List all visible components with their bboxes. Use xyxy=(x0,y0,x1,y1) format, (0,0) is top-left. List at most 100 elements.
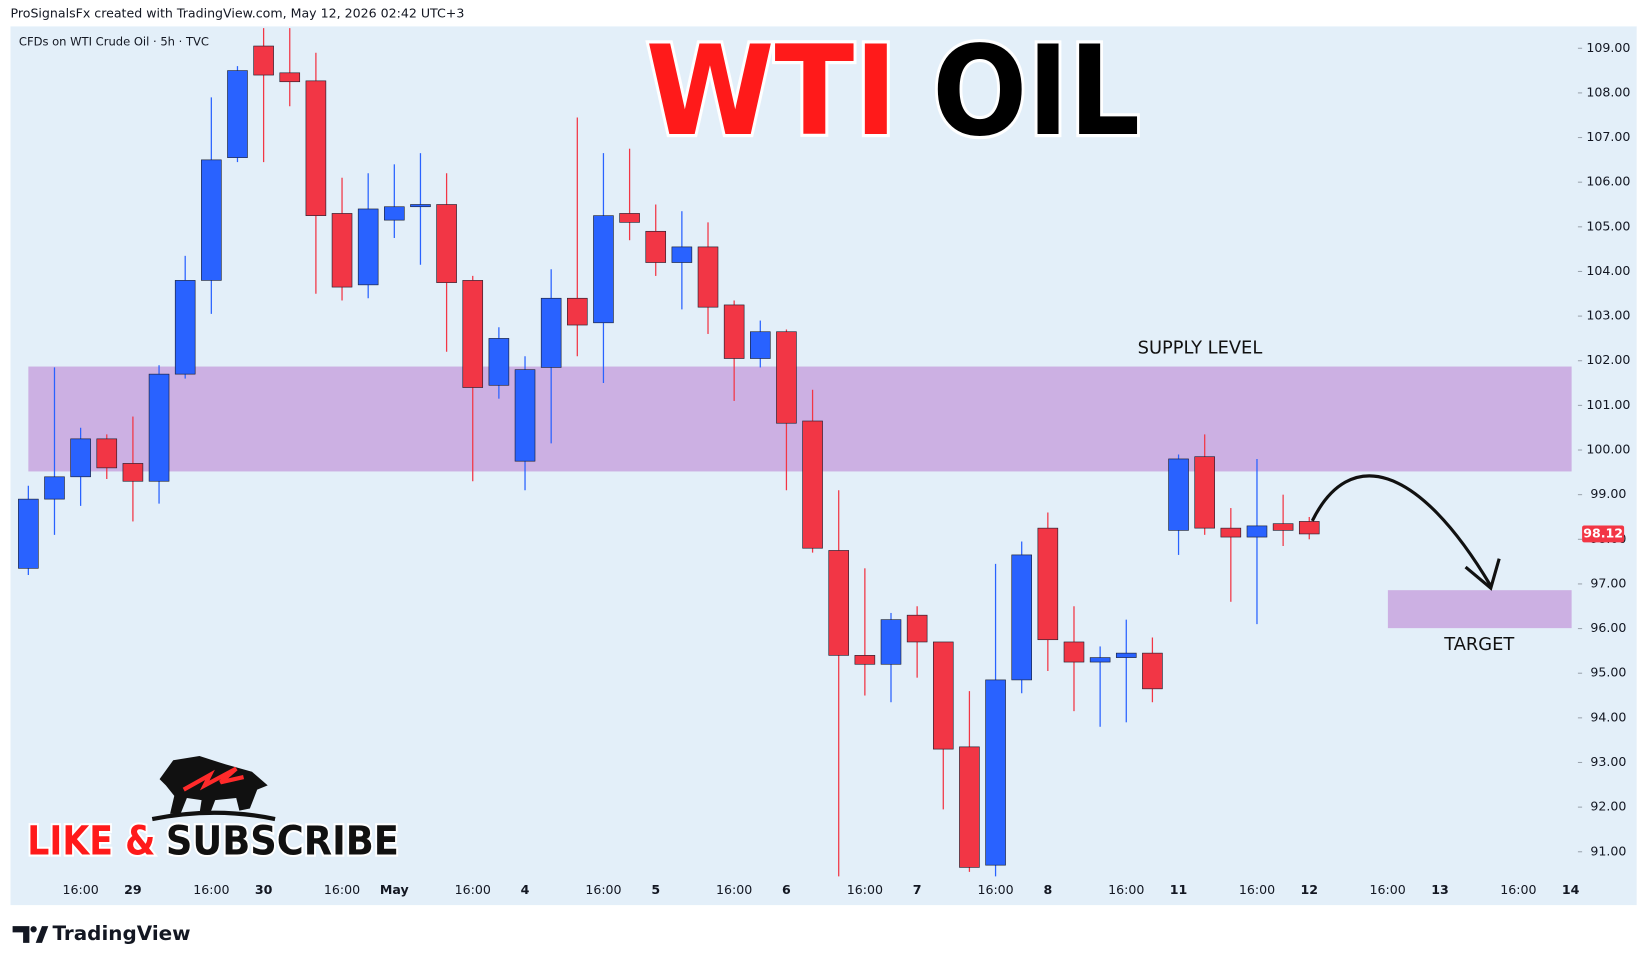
candle-body xyxy=(331,213,353,288)
candle-body xyxy=(697,246,719,308)
y-tick-label: 100.00 xyxy=(1586,442,1630,457)
x-tick-label: 16:00 xyxy=(1370,882,1406,897)
x-tick-label: 16:00 xyxy=(1239,882,1275,897)
candle-body xyxy=(18,498,39,569)
x-tick-label: 14 xyxy=(1562,882,1580,897)
zone xyxy=(1387,590,1572,629)
title-part: WTI xyxy=(646,20,898,164)
x-tick-label: 16:00 xyxy=(847,882,883,897)
candle-body xyxy=(96,438,118,469)
x-tick-label: 16:00 xyxy=(716,882,752,897)
projection-arrow xyxy=(1310,474,1493,587)
candle-body xyxy=(488,338,510,386)
candle-body xyxy=(1220,527,1242,538)
y-tick-label: 97.00 xyxy=(1590,575,1626,590)
candle-body xyxy=(44,476,65,500)
candle-body xyxy=(1115,652,1137,658)
candle-body xyxy=(802,420,823,549)
brand-name: TradingView xyxy=(52,921,190,945)
candle-body xyxy=(959,746,980,868)
y-tick-label: 92.00 xyxy=(1590,799,1626,814)
candle-body xyxy=(1272,523,1294,531)
x-tick-label: 16:00 xyxy=(193,882,229,897)
candle-body xyxy=(279,72,301,83)
candle-body xyxy=(436,204,457,283)
candle-body xyxy=(985,679,1006,866)
y-tick-label: 105.00 xyxy=(1586,218,1630,233)
candle-body xyxy=(750,331,771,359)
candle-body xyxy=(619,213,640,223)
candle-body xyxy=(122,463,144,482)
y-tick-label: 101.00 xyxy=(1586,397,1630,412)
x-tick-label: 16:00 xyxy=(324,882,360,897)
candle-body xyxy=(514,369,536,462)
candle-body xyxy=(70,438,91,478)
x-tick-label: 16:00 xyxy=(1108,882,1144,897)
candle-body xyxy=(1194,456,1215,529)
candle-body xyxy=(1089,657,1111,663)
arrow-head xyxy=(1464,558,1501,591)
candle-body xyxy=(828,550,850,656)
last-price-box xyxy=(1582,525,1625,543)
zone xyxy=(28,366,1572,472)
y-tick-label: 95.00 xyxy=(1590,665,1626,680)
bull-logo xyxy=(151,756,276,822)
x-tick-label: 12 xyxy=(1300,882,1318,897)
candle-body xyxy=(671,246,693,263)
candle-body xyxy=(305,80,327,216)
x-tick-label: 16:00 xyxy=(63,882,99,897)
x-tick-label: 13 xyxy=(1431,882,1449,897)
title-part: OIL xyxy=(932,20,1140,164)
brand-logo xyxy=(12,926,49,943)
candle-body xyxy=(723,304,745,359)
symbol-info: CFDs on WTI Crude Oil · 5h · TVC xyxy=(19,35,209,49)
promo-like: LIKE & xyxy=(27,819,155,865)
x-tick-label: May xyxy=(380,882,409,897)
candle-body xyxy=(1063,641,1085,663)
candle-body xyxy=(1168,458,1189,531)
candle-body xyxy=(567,297,588,326)
candle-body xyxy=(227,70,248,158)
x-tick-label: 16:00 xyxy=(977,882,1013,897)
candle-body xyxy=(148,373,170,482)
x-tick-label: 16:00 xyxy=(455,882,491,897)
candle-body xyxy=(1037,527,1059,641)
y-tick-label: 103.00 xyxy=(1586,308,1630,323)
y-tick-label: 91.00 xyxy=(1590,843,1626,858)
candle-body xyxy=(854,655,876,665)
zone-label: TARGET xyxy=(1443,634,1514,655)
x-tick-label: 4 xyxy=(521,882,530,897)
y-tick-label: 104.00 xyxy=(1586,263,1630,278)
x-tick-label: 7 xyxy=(913,882,922,897)
candle-body xyxy=(201,159,222,281)
y-tick-label: 99.00 xyxy=(1590,486,1626,501)
y-tick-label: 106.00 xyxy=(1586,174,1630,189)
x-tick-label: 29 xyxy=(124,882,142,897)
last-price-label: 98.12 xyxy=(1583,525,1623,540)
x-tick-label: 6 xyxy=(782,882,791,897)
plot-area xyxy=(18,28,1572,877)
promo-subscribe: SUBSCRIBE xyxy=(166,819,399,865)
x-tick-label: 30 xyxy=(255,882,273,897)
x-tick-label: 5 xyxy=(651,882,660,897)
zone-label: SUPPLY LEVEL xyxy=(1138,338,1263,359)
y-tick-label: 94.00 xyxy=(1590,709,1626,724)
candle-body xyxy=(253,45,274,76)
x-tick-label: 16:00 xyxy=(1500,882,1536,897)
candle-body xyxy=(357,208,379,286)
watermark: ProSignalsFx created with TradingView.co… xyxy=(10,5,464,20)
y-tick-label: 109.00 xyxy=(1586,40,1630,55)
candle-body xyxy=(645,230,667,263)
candle-body xyxy=(880,619,902,665)
candle-body xyxy=(1142,652,1163,690)
y-tick-label: 93.00 xyxy=(1590,754,1626,769)
candle-body xyxy=(593,215,614,324)
x-tick-label: 8 xyxy=(1043,882,1052,897)
candle-body xyxy=(776,331,797,424)
candle-body xyxy=(384,206,405,221)
candle-body xyxy=(462,280,484,388)
y-tick-label: 102.00 xyxy=(1586,352,1630,367)
candle-body xyxy=(932,641,954,750)
